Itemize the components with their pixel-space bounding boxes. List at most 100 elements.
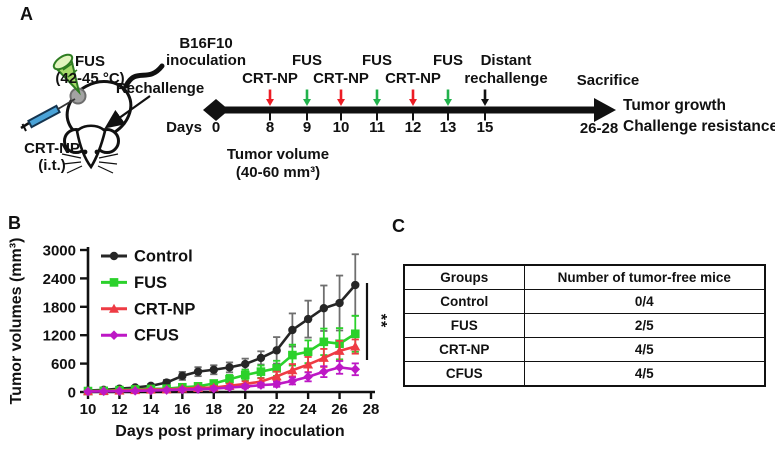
mouse-whiskers [61, 153, 119, 174]
y-axis-title: Tumor volumes (mm³) [8, 238, 25, 405]
endpoint-day-label: 26-28 [579, 120, 619, 137]
crtnp-injection-label: CRT-NP [24, 140, 80, 157]
panel-b-label: B [8, 213, 21, 233]
distant-rechallenge-line1: Distant [480, 52, 532, 69]
inoculation-label-line1: B16F10 [179, 35, 233, 52]
x-tick-label: 28 [363, 401, 380, 418]
event-arrowhead-day-10 [337, 99, 345, 106]
y-tick-label: 1200 [43, 328, 76, 345]
mouse-face [75, 124, 107, 170]
tumor-volume-note-line2: (40-60 mm³) [235, 164, 321, 181]
y-tick-label: 2400 [43, 271, 76, 288]
event-arrowhead-day-9 [303, 99, 311, 106]
table-header-groups: Groups [403, 264, 525, 290]
mouse-illustration [20, 53, 165, 174]
y-tick-label: 0 [68, 385, 76, 402]
x-tick-label: 16 [174, 401, 191, 418]
tumor-free-count-cell: 4/5 [523, 361, 766, 387]
tumor-volume-note-line1: Tumor volume [226, 146, 330, 163]
group-name-cell: CFUS [403, 361, 525, 387]
day-9-tick-label: 9 [302, 119, 312, 136]
x-tick-label: 24 [300, 401, 317, 418]
timeline [203, 89, 616, 122]
table-row: CFUS 4/5 [403, 361, 766, 387]
event-arrowhead-day-11 [373, 99, 381, 106]
event-label-day-10: CRT-NP [313, 70, 369, 87]
table-row: FUS 2/5 [403, 313, 766, 338]
distant-rechallenge-line2: rechallenge [464, 70, 548, 87]
mouse-eye-left [82, 149, 88, 155]
panel-c-label: C [392, 216, 405, 236]
event-label-day-8: CRT-NP [242, 70, 298, 87]
day-15-tick-label: 15 [476, 119, 494, 136]
legend-label-CRT-NP: CRT-NP [134, 300, 195, 318]
legend-label-FUS: FUS [134, 274, 167, 292]
tumor-free-table: Groups Number of tumor-free mice Control 0/… [403, 264, 766, 387]
mouse-tail [123, 63, 165, 89]
event-label-day-13: FUS [433, 52, 463, 69]
x-axis-title: Days post primary inoculation [115, 423, 344, 440]
rechallenge-pointer-arrow [104, 95, 151, 129]
y-tick-label: 1800 [43, 299, 76, 316]
error-bars-CRT-NP [84, 338, 359, 393]
y-tick-label: 600 [51, 356, 76, 373]
x-tick-label: 18 [205, 401, 222, 418]
mouse-eye-right [94, 149, 100, 155]
event-label-day-9: FUS [292, 52, 322, 69]
timeline-start-diamond [203, 99, 229, 121]
error-bars-Control [84, 253, 359, 393]
panel-a-label: A [20, 4, 33, 24]
event-label-day-12: CRT-NP [385, 70, 441, 87]
group-name-cell: FUS [403, 313, 525, 338]
table-header-tumor-free: Number of tumor-free mice [523, 264, 766, 290]
event-arrowhead-day-8 [266, 99, 274, 106]
day-10-tick-label: 10 [332, 119, 350, 136]
x-tick-label: 22 [268, 401, 285, 418]
table-header-row: Groups Number of tumor-free mice [403, 264, 766, 290]
legend: Control FUS CRT-NP CFUS [101, 248, 195, 345]
table-row: Control 0/4 [403, 289, 766, 314]
group-name-cell: Control [403, 289, 525, 314]
table-row: CRT-NP 4/5 [403, 337, 766, 362]
timeline-bar [214, 106, 596, 114]
tumor-free-count-cell: 2/5 [523, 313, 766, 338]
series-markers-Control [83, 280, 360, 395]
event-arrowhead-day-13 [444, 99, 452, 106]
syringe-icon [20, 98, 76, 132]
x-tick-label: 10 [80, 401, 97, 418]
tumor-free-count-cell: 4/5 [523, 337, 766, 362]
day-12-tick-label: 12 [404, 119, 422, 136]
outcome-challenge-resistance: Challenge resistance [623, 118, 775, 135]
tumor-growth-chart: 0 600 1200 1800 2400 3000 10 12 14 16 18 20 22 24 26 28… [8, 238, 389, 440]
sacrifice-label: Sacrifice [576, 72, 640, 89]
day-8-tick-label: 8 [265, 119, 275, 136]
x-tick-label: 26 [331, 401, 348, 418]
crtnp-route-label: (i.t.) [38, 157, 66, 174]
group-name-cell: CRT-NP [403, 337, 525, 362]
inoculation-label-line2: inoculation [166, 52, 246, 69]
series-markers-CFUS [83, 362, 361, 397]
significance-asterisks: ** [372, 314, 389, 328]
panel-a-graphics [20, 53, 616, 174]
day-0-tick-label: 0 [211, 119, 221, 136]
legend-label-CFUS: CFUS [134, 327, 179, 345]
legend-label-Control: Control [134, 248, 193, 266]
fus-temperature-label: (42-45 °C) [55, 70, 125, 87]
x-tick-label: 12 [111, 401, 128, 418]
tumor-free-count-cell: 0/4 [523, 289, 766, 314]
days-axis-label: Days [166, 119, 202, 136]
day-13-tick-label: 13 [439, 119, 457, 136]
timeline-arrowhead [594, 98, 616, 122]
y-tick-label: 3000 [43, 243, 76, 260]
rechallenge-label: Rechallenge [115, 80, 205, 97]
event-label-day-11: FUS [362, 52, 392, 69]
timeline-event-marks [266, 89, 489, 121]
x-tick-label: 14 [143, 401, 160, 418]
x-tick-label: 20 [237, 401, 254, 418]
day-11-tick-label: 11 [369, 119, 385, 136]
event-arrowhead-day-12 [409, 99, 417, 106]
event-arrowhead-day-15 [481, 99, 489, 106]
fus-transducer-label: FUS [75, 53, 105, 70]
outcome-tumor-growth: Tumor growth [623, 97, 727, 114]
